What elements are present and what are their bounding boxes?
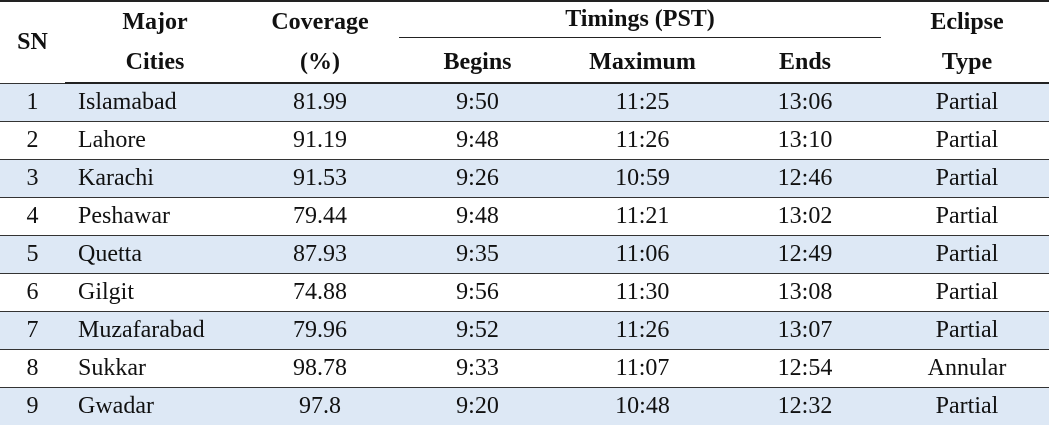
sn-cell: 3 xyxy=(0,160,65,198)
coverage-cell: 98.78 xyxy=(245,350,395,388)
ends-cell: 13:02 xyxy=(725,198,885,236)
type-cell: Partial xyxy=(885,198,1049,236)
eclipse-header: Type xyxy=(885,42,1049,83)
city-cell: Muzafarabad xyxy=(65,312,245,350)
coverage-cell: 87.93 xyxy=(245,236,395,274)
sn-cell: 9 xyxy=(0,388,65,425)
begins-cell: 9:56 xyxy=(395,274,560,312)
sn-cell: 7 xyxy=(0,312,65,350)
maximum-cell: 11:26 xyxy=(560,312,725,350)
ends-header: Ends xyxy=(725,42,885,83)
type-cell: Annular xyxy=(885,350,1049,388)
coverage-header: (%) xyxy=(245,42,395,83)
city-header: Cities xyxy=(65,42,245,83)
coverage-cell: 81.99 xyxy=(245,83,395,122)
city-cell: Quetta xyxy=(65,236,245,274)
sn-cell: 5 xyxy=(0,236,65,274)
coverage-cell: 97.8 xyxy=(245,388,395,425)
city-header: Major xyxy=(65,1,245,42)
coverage-cell: 79.96 xyxy=(245,312,395,350)
begins-cell: 9:35 xyxy=(395,236,560,274)
begins-cell: 9:20 xyxy=(395,388,560,425)
city-cell: Karachi xyxy=(65,160,245,198)
city-cell: Islamabad xyxy=(65,83,245,122)
timings-header: Timings (PST) xyxy=(395,1,885,42)
coverage-cell: 74.88 xyxy=(245,274,395,312)
city-cell: Sukkar xyxy=(65,350,245,388)
maximum-cell: 11:30 xyxy=(560,274,725,312)
type-cell: Partial xyxy=(885,236,1049,274)
sn-cell: 2 xyxy=(0,122,65,160)
sn-header: SN xyxy=(0,1,65,83)
city-cell: Peshawar xyxy=(65,198,245,236)
maximum-cell: 11:07 xyxy=(560,350,725,388)
header-row: SN Major Coverage Timings (PST) Eclipse xyxy=(0,1,1049,42)
type-cell: Partial xyxy=(885,388,1049,425)
begins-cell: 9:50 xyxy=(395,83,560,122)
city-cell: Gwadar xyxy=(65,388,245,425)
begins-cell: 9:48 xyxy=(395,198,560,236)
coverage-cell: 79.44 xyxy=(245,198,395,236)
maximum-cell: 11:26 xyxy=(560,122,725,160)
ends-cell: 12:32 xyxy=(725,388,885,425)
ends-cell: 13:07 xyxy=(725,312,885,350)
begins-cell: 9:52 xyxy=(395,312,560,350)
maximum-cell: 11:06 xyxy=(560,236,725,274)
ends-cell: 12:49 xyxy=(725,236,885,274)
maximum-cell: 10:59 xyxy=(560,160,725,198)
maximum-cell: 10:48 xyxy=(560,388,725,425)
city-cell: Gilgit xyxy=(65,274,245,312)
sn-cell: 1 xyxy=(0,83,65,122)
sn-cell: 4 xyxy=(0,198,65,236)
header-row: Cities (%) Begins Maximum Ends Type xyxy=(0,42,1049,83)
begins-cell: 9:48 xyxy=(395,122,560,160)
maximum-header: Maximum xyxy=(560,42,725,83)
type-cell: Partial xyxy=(885,122,1049,160)
sn-cell: 8 xyxy=(0,350,65,388)
coverage-cell: 91.19 xyxy=(245,122,395,160)
timings-label: Timings (PST) xyxy=(399,6,881,38)
ends-cell: 12:46 xyxy=(725,160,885,198)
type-cell: Partial xyxy=(885,274,1049,312)
begins-cell: 9:26 xyxy=(395,160,560,198)
coverage-header: Coverage xyxy=(245,1,395,42)
ends-cell: 13:10 xyxy=(725,122,885,160)
ends-cell: 13:08 xyxy=(725,274,885,312)
maximum-cell: 11:25 xyxy=(560,83,725,122)
city-cell: Lahore xyxy=(65,122,245,160)
ends-cell: 13:06 xyxy=(725,83,885,122)
eclipse-header: Eclipse xyxy=(885,1,1049,42)
type-cell: Partial xyxy=(885,83,1049,122)
begins-cell: 9:33 xyxy=(395,350,560,388)
maximum-cell: 11:21 xyxy=(560,198,725,236)
coverage-cell: 91.53 xyxy=(245,160,395,198)
ends-cell: 12:54 xyxy=(725,350,885,388)
begins-header: Begins xyxy=(395,42,560,83)
type-cell: Partial xyxy=(885,160,1049,198)
type-cell: Partial xyxy=(885,312,1049,350)
sn-cell: 6 xyxy=(0,274,65,312)
